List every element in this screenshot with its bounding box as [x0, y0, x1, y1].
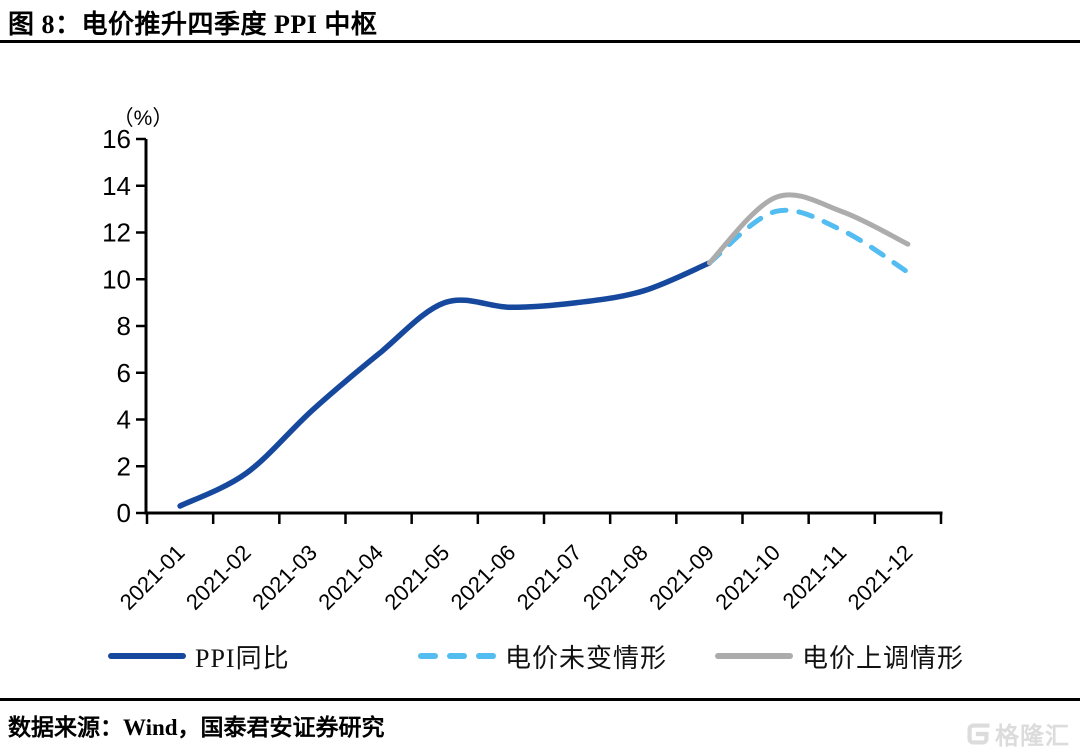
x-tick-label: 2021-10 [710, 540, 785, 615]
x-tick-label: 2021-01 [115, 540, 190, 615]
x-tick-label: 2021-09 [644, 540, 719, 615]
data-source: 数据来源：Wind，国泰君安证券研究 [8, 715, 385, 740]
line-series-2 [706, 192, 911, 266]
x-tick-label: 2021-07 [512, 540, 587, 615]
y-tick-label: 10 [102, 264, 131, 294]
y-tick-label: 16 [102, 124, 131, 154]
legend-item-price-unchanged: 电价未变情形 [418, 638, 667, 674]
ppi-line-chart: （%） 02468101214162021-012021-022021-0320… [102, 107, 943, 615]
legend-label-price-raised: 电价上调情形 [802, 643, 965, 673]
watermark-label: 格隆汇 [995, 723, 1070, 750]
legend-line-swatch-solid-gray [715, 653, 793, 659]
line-series-0 [177, 260, 713, 509]
y-axis-unit-label: （%） [113, 107, 174, 130]
y-tick-label: 12 [102, 218, 131, 248]
series-layer [177, 192, 911, 509]
x-tick-label: 2021-05 [380, 540, 455, 615]
legend-line-swatch-solid-blue [108, 653, 186, 659]
footer-divider [0, 698, 1080, 701]
title-divider [0, 40, 1080, 43]
y-tick-label: 14 [102, 171, 131, 201]
gelonghui-watermark: 格隆汇 [963, 716, 1070, 751]
y-tick-label: 0 [117, 498, 131, 528]
legend-item-ppi-yoy: PPI同比 [108, 638, 290, 674]
legend-label-price-unchanged: 电价未变情形 [505, 643, 668, 673]
line-series-1 [706, 207, 911, 275]
legend-label-ppi-yoy: PPI同比 [195, 643, 290, 673]
x-tick-label: 2021-12 [843, 540, 918, 615]
legend-line-swatch-dashed-lightblue [418, 653, 496, 659]
x-tick-label: 2021-04 [313, 540, 388, 615]
y-tick-label: 2 [117, 451, 131, 481]
axes-layer: 02468101214162021-012021-022021-032021-0… [102, 124, 943, 615]
y-tick-label: 8 [117, 311, 131, 341]
x-tick-label: 2021-03 [247, 540, 322, 615]
chart-legend: PPI同比 电价未变情形 电价上调情形 [0, 638, 1080, 674]
x-tick-label: 2021-06 [446, 540, 521, 615]
gelonghui-logo-icon [967, 722, 990, 745]
x-tick-label: 2021-02 [181, 540, 256, 615]
legend-item-price-raised: 电价上调情形 [715, 638, 964, 674]
x-tick-label: 2021-11 [778, 540, 852, 614]
y-tick-label: 4 [117, 405, 131, 435]
y-tick-label: 6 [117, 358, 131, 388]
figure-title: 图 8：电价推升四季度 PPI 中枢 [8, 10, 378, 39]
x-tick-label: 2021-08 [578, 540, 653, 615]
